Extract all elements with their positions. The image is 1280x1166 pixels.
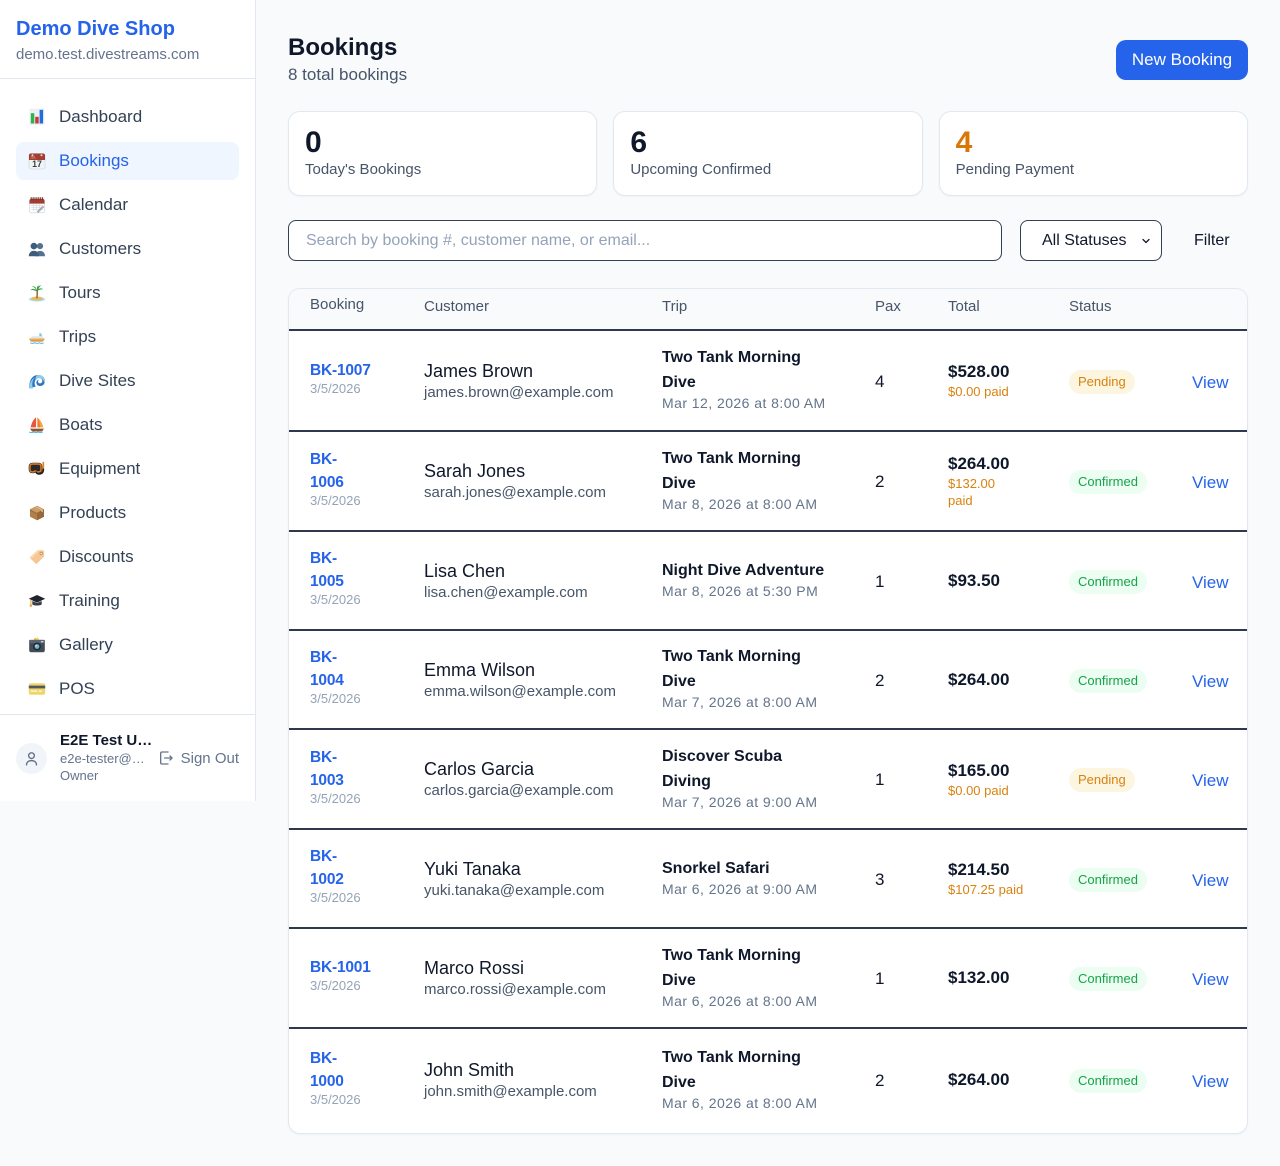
svg-text:17: 17 (32, 159, 42, 169)
svg-text:JUL: JUL (30, 155, 36, 159)
